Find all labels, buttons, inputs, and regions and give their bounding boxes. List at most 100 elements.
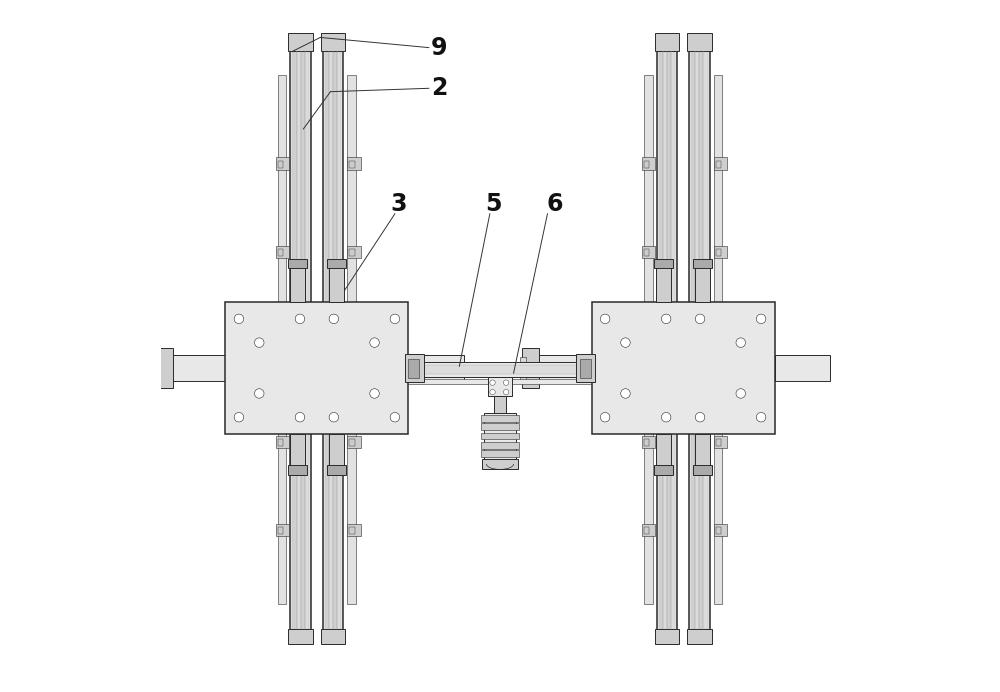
Bar	[695, 53, 699, 630]
Bar	[347, 246, 361, 258]
Bar	[329, 434, 344, 475]
Bar	[278, 439, 283, 446]
Bar	[644, 249, 649, 256]
Circle shape	[490, 380, 495, 385]
Bar	[663, 53, 667, 630]
Bar	[654, 259, 673, 268]
Bar	[642, 435, 655, 448]
Bar	[481, 415, 519, 422]
Bar	[276, 435, 289, 448]
Circle shape	[661, 412, 671, 422]
Bar	[154, 356, 160, 380]
Bar	[325, 53, 329, 630]
Bar	[349, 439, 355, 446]
Bar	[288, 259, 307, 268]
Bar	[714, 246, 727, 258]
Bar	[323, 34, 343, 644]
Circle shape	[621, 338, 630, 347]
Bar	[337, 53, 341, 630]
Bar	[687, 33, 712, 51]
Circle shape	[736, 338, 745, 347]
Bar	[691, 53, 695, 630]
Circle shape	[490, 390, 495, 395]
Circle shape	[329, 412, 339, 422]
Circle shape	[390, 412, 400, 422]
Bar	[305, 53, 309, 630]
Bar	[349, 249, 355, 256]
Bar	[276, 524, 289, 536]
Bar	[642, 246, 655, 258]
Bar	[644, 75, 653, 603]
Bar	[689, 34, 710, 644]
Bar	[537, 355, 593, 381]
Bar	[642, 334, 655, 346]
Bar	[481, 423, 519, 430]
Bar	[347, 524, 361, 536]
Bar	[520, 356, 526, 380]
Bar	[290, 34, 311, 644]
Circle shape	[255, 389, 264, 398]
Bar	[481, 450, 519, 457]
Bar	[329, 53, 333, 630]
Circle shape	[600, 412, 610, 422]
Text: 3: 3	[390, 192, 407, 216]
Bar	[408, 359, 419, 379]
Bar	[278, 161, 283, 167]
Bar	[484, 413, 516, 461]
Bar	[644, 527, 649, 534]
Circle shape	[234, 412, 244, 422]
Bar	[693, 465, 712, 475]
Bar	[327, 465, 346, 475]
Bar	[288, 630, 313, 644]
Bar	[349, 337, 355, 344]
Text: 9: 9	[431, 35, 447, 60]
Circle shape	[503, 380, 509, 385]
Bar	[321, 630, 345, 644]
Bar	[522, 348, 539, 388]
Bar	[494, 397, 506, 413]
Bar	[714, 524, 727, 536]
Bar	[714, 158, 727, 170]
Text: 6: 6	[546, 192, 563, 216]
Circle shape	[600, 314, 610, 324]
Bar	[481, 442, 519, 449]
Bar	[655, 33, 679, 51]
Bar	[292, 53, 297, 630]
Bar	[695, 434, 710, 475]
Bar	[381, 379, 619, 384]
Bar	[349, 161, 355, 167]
Circle shape	[695, 412, 705, 422]
Bar	[714, 435, 727, 448]
Circle shape	[390, 314, 400, 324]
Bar	[290, 261, 305, 302]
Bar	[695, 261, 710, 302]
Bar	[488, 377, 512, 397]
Bar	[714, 75, 722, 603]
Bar	[687, 630, 712, 644]
Bar	[225, 302, 408, 434]
Circle shape	[295, 314, 305, 324]
Bar	[408, 355, 464, 381]
Circle shape	[295, 412, 305, 422]
Bar	[667, 53, 671, 630]
Circle shape	[695, 314, 705, 324]
Bar	[699, 53, 703, 630]
Bar	[276, 246, 289, 258]
Bar	[327, 259, 346, 268]
Bar	[656, 434, 671, 475]
Bar	[347, 158, 361, 170]
Bar	[703, 53, 708, 630]
Bar	[656, 261, 671, 302]
Circle shape	[370, 389, 379, 398]
Bar	[654, 465, 673, 475]
Bar	[156, 348, 173, 388]
Circle shape	[503, 390, 509, 395]
Bar	[671, 53, 675, 630]
Bar	[288, 465, 307, 475]
Bar	[278, 527, 283, 534]
Bar	[349, 527, 355, 534]
Bar	[347, 75, 356, 603]
Bar	[278, 249, 283, 256]
Bar	[580, 359, 591, 379]
Bar	[716, 527, 721, 534]
